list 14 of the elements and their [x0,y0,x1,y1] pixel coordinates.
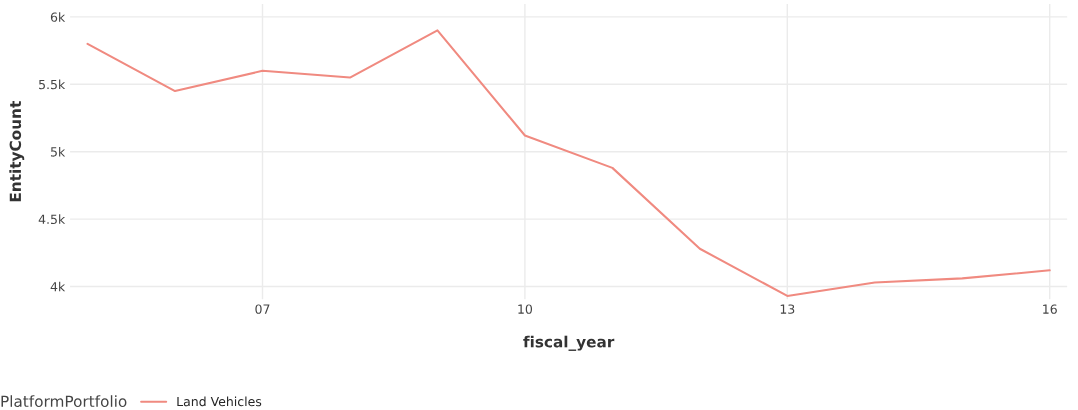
x-tick-label: 10 [518,304,533,314]
y-tick-label: 5k [50,146,66,157]
legend-label: Land Vehicles [177,396,262,407]
y-axis-title: EntityCount [9,101,25,202]
y-tick-label: 4.5k [38,214,66,225]
x-tick-label: 07 [255,304,270,314]
y-tick-label: 5.5k [39,79,66,90]
y-tick-label: 4k [50,281,66,292]
y-tick-label: 6k [50,12,66,22]
legend-title: PlatformPortfolio [1,395,127,408]
x-tick-label: 13 [780,304,795,314]
x-axis-title: fiscal_year [523,335,615,351]
line-series [86,29,1051,297]
x-tick-label: 16 [1043,304,1057,314]
